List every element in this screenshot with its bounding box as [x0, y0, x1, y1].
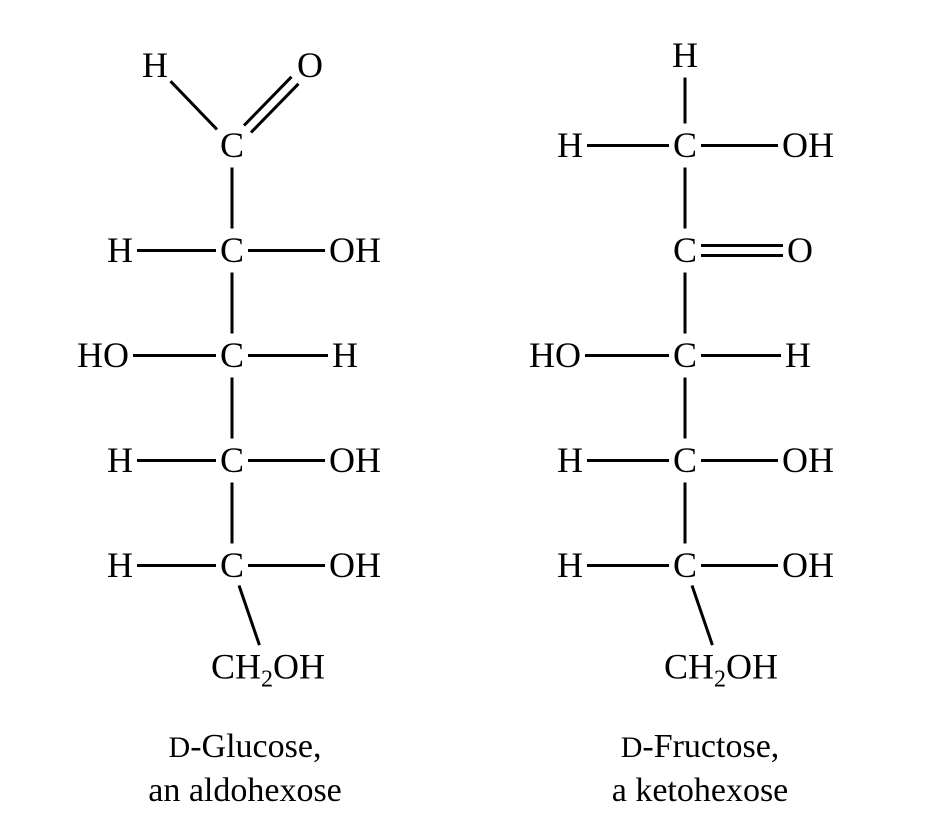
atom-fru-C1: C	[673, 127, 697, 163]
atom-fru-H_top: H	[672, 37, 698, 73]
atom-glu-H2: H	[107, 232, 133, 268]
bond-fru-C1-H_top	[684, 77, 687, 123]
bond-glu-C4-OH4	[248, 459, 325, 462]
atom-glu-H_top: H	[142, 47, 168, 83]
bond-glu-C2-H2	[137, 249, 216, 252]
atom-fru-O2: O	[787, 232, 813, 268]
bond-glu-C2-OH2	[248, 249, 325, 252]
bond-glu-C3-C4	[231, 377, 234, 438]
atom-fru-OH5: OH	[782, 547, 834, 583]
atom-glu-C4: C	[220, 442, 244, 478]
atom-glu-OH5: OH	[329, 547, 381, 583]
bond-fru-C1-OH1	[701, 144, 778, 147]
atom-glu-O_top: O	[297, 47, 323, 83]
bond-fru-C4-H4	[587, 459, 669, 462]
atom-glu-HO3: HO	[77, 337, 129, 373]
bond-fru-C4-OH4	[701, 459, 778, 462]
atom-glu-H5: H	[107, 547, 133, 583]
bond-fru-C5-H5	[587, 564, 669, 567]
atom-fru-C5: C	[673, 547, 697, 583]
atom-fru-OH4: OH	[782, 442, 834, 478]
caption-glu-name: D-Glucose,	[169, 728, 322, 765]
bond-fru-C5-OH5	[701, 564, 778, 567]
atom-glu-C1: C	[220, 127, 244, 163]
structure-diagram: HOCHCOHHOCHHCOHHCOHCH2OHHHCOHCOHOCHHCOHH…	[0, 0, 938, 812]
atom-glu-H4: H	[107, 442, 133, 478]
bond-glu-C5-OH5	[248, 564, 325, 567]
caption-fru-name: D-Fructose,	[621, 728, 780, 765]
atom-glu-C5: C	[220, 547, 244, 583]
bond-glu-C4-C5	[231, 482, 234, 543]
bond-glu-C2-C3	[231, 272, 234, 333]
caption-glu: D-Glucose, an aldohexose	[148, 725, 342, 813]
bond-glu-C3-HO3	[133, 354, 216, 357]
atom-fru-C6: CH2OH	[664, 648, 778, 691]
bond-glu-C1-H_top	[169, 80, 218, 130]
atom-fru-OH1: OH	[782, 127, 834, 163]
bond-fru-C4-C5	[684, 482, 687, 543]
bond-glu-C5-H5	[137, 564, 216, 567]
bond-glu-C1-C2	[231, 167, 234, 228]
caption-glu-sub: an aldohexose	[148, 772, 342, 809]
atom-fru-C2: C	[673, 232, 697, 268]
atom-glu-OH2: OH	[329, 232, 381, 268]
bond-glu-C4-H4	[137, 459, 216, 462]
atom-fru-C4: C	[673, 442, 697, 478]
bond-glu-C1-O_top-b	[243, 76, 292, 127]
atom-fru-H3: H	[785, 337, 811, 373]
bond-fru-C1-H1	[587, 144, 669, 147]
atom-fru-C3: C	[673, 337, 697, 373]
bond-fru-C3-HO3	[585, 354, 669, 357]
atom-glu-C3: C	[220, 337, 244, 373]
bond-fru-C2-O2-b	[701, 244, 783, 247]
bond-fru-C2-C3	[684, 272, 687, 333]
bond-glu-C5-C6	[238, 585, 261, 646]
caption-fru: D-Fructose, a ketohexose	[612, 725, 789, 813]
atom-fru-H5: H	[557, 547, 583, 583]
atom-glu-H3: H	[332, 337, 358, 373]
bond-fru-C5-C6	[691, 585, 714, 646]
bond-fru-C2-O2-a	[701, 254, 783, 257]
atom-glu-C6: CH2OH	[211, 648, 325, 691]
atom-fru-H4: H	[557, 442, 583, 478]
bond-glu-C3-H3	[248, 354, 328, 357]
atom-fru-H1: H	[557, 127, 583, 163]
atom-glu-C2: C	[220, 232, 244, 268]
caption-fru-sub: a ketohexose	[612, 772, 789, 809]
atom-glu-OH4: OH	[329, 442, 381, 478]
bond-fru-C3-H3	[701, 354, 781, 357]
atom-fru-HO3: HO	[529, 337, 581, 373]
bond-fru-C1-C2	[684, 167, 687, 228]
bond-fru-C3-C4	[684, 377, 687, 438]
